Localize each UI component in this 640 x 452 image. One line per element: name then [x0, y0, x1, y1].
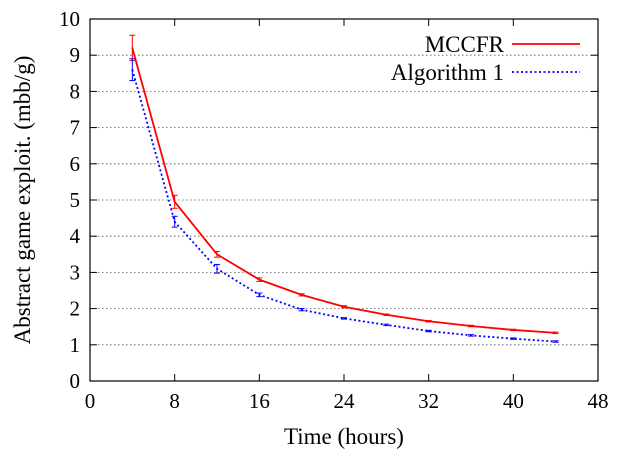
x-tick-label: 0	[85, 389, 96, 413]
data-point	[131, 47, 134, 49]
data-point	[173, 201, 176, 203]
data-point	[512, 329, 515, 331]
series-mccfr	[129, 34, 559, 335]
legend: MCCFR Algorithm 1	[391, 32, 580, 85]
x-tick-label: 24	[334, 389, 356, 413]
series-algorithm-1	[129, 58, 559, 343]
data-point	[385, 324, 388, 326]
y-tick-label: 10	[59, 7, 80, 31]
data-point	[427, 330, 430, 332]
data-point	[216, 253, 218, 256]
plot-frame	[89, 18, 599, 382]
data-point	[216, 267, 218, 270]
data-point	[258, 294, 261, 296]
data-point	[131, 68, 134, 71]
data-point	[554, 332, 557, 334]
data-point	[300, 308, 303, 311]
series-line-mccfr	[131, 47, 556, 334]
x-tick-label: 32	[418, 389, 439, 413]
data-point	[300, 294, 303, 296]
x-axis-label: Time (hours)	[284, 424, 404, 449]
x-tick-label: 16	[249, 389, 270, 413]
legend-label-mccfr: MCCFR	[425, 32, 505, 57]
tick-labels: 0 1 2 3 4 5 6 7 8 9 10 0 8 16 24 32 40 48	[59, 7, 609, 413]
y-tick-label: 7	[70, 116, 81, 140]
data-point	[173, 220, 176, 223]
y-tick-label: 5	[70, 188, 81, 212]
data-point	[343, 305, 345, 308]
y-tick-label: 3	[70, 260, 81, 284]
y-tick-label: 6	[70, 152, 81, 176]
data-point	[427, 320, 430, 323]
series-line-algorithm-1	[131, 69, 556, 343]
y-tick-label: 8	[70, 79, 81, 103]
y-tick-label: 9	[70, 43, 81, 67]
data-point	[470, 334, 472, 337]
data-point	[554, 340, 557, 343]
x-tick-label: 8	[169, 389, 180, 413]
y-tick-label: 0	[70, 369, 81, 393]
data-point	[343, 317, 345, 320]
series-layer	[129, 34, 559, 343]
grid-lines	[90, 54, 598, 346]
data-point	[258, 278, 261, 281]
y-axis-label: Abstract game exploit. (mbb/g)	[10, 56, 35, 345]
data-point	[470, 325, 472, 327]
y-tick-label: 1	[70, 333, 81, 357]
x-tick-label: 48	[588, 389, 609, 413]
legend-label-algorithm-1: Algorithm 1	[391, 60, 504, 85]
y-tick-label: 2	[70, 297, 81, 321]
x-tick-label: 40	[503, 389, 524, 413]
y-tick-label: 4	[70, 224, 81, 248]
data-point	[512, 337, 515, 340]
data-point	[385, 313, 388, 316]
